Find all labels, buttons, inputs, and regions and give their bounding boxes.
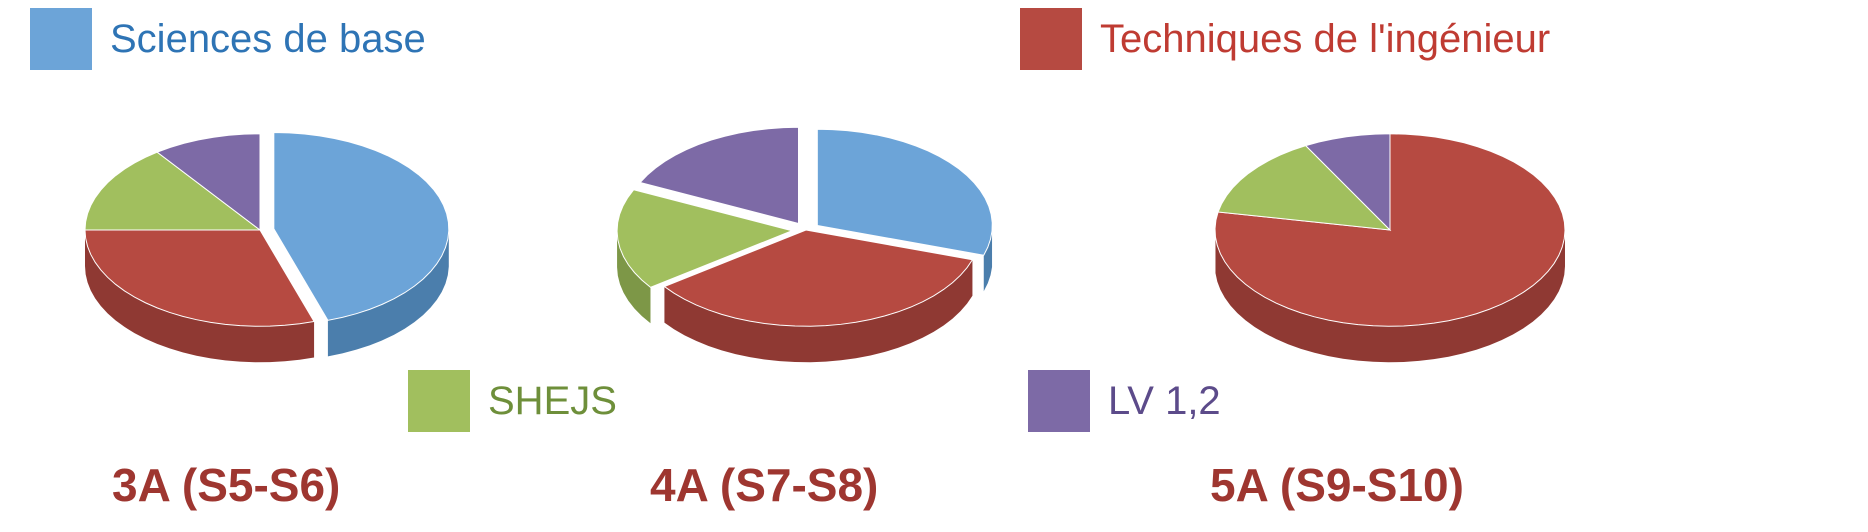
pie-5a (1190, 100, 1590, 400)
chart-stage: Sciences de base Techniques de l'ingénie… (0, 0, 1868, 532)
legend-item-sciences: Sciences de base (30, 8, 426, 70)
pie-3a (60, 100, 460, 400)
title-4a: 4A (S7-S8) (650, 458, 878, 512)
legend-label-shejs: SHEJS (488, 379, 617, 424)
legend-item-techniques: Techniques de l'ingénieur (1020, 8, 1550, 70)
legend-label-techniques: Techniques de l'ingénieur (1100, 17, 1550, 62)
pie-4a-svg (606, 100, 1006, 400)
title-5a: 5A (S9-S10) (1210, 458, 1464, 512)
legend-label-sciences: Sciences de base (110, 17, 426, 62)
pie-5a-svg (1190, 100, 1590, 400)
pie-3a-svg (60, 100, 460, 400)
title-3a: 3A (S5-S6) (112, 458, 340, 512)
legend-swatch-techniques (1020, 8, 1082, 70)
legend-swatch-sciences (30, 8, 92, 70)
legend-swatch-lv (1028, 370, 1090, 432)
pie-4a (606, 100, 1006, 400)
